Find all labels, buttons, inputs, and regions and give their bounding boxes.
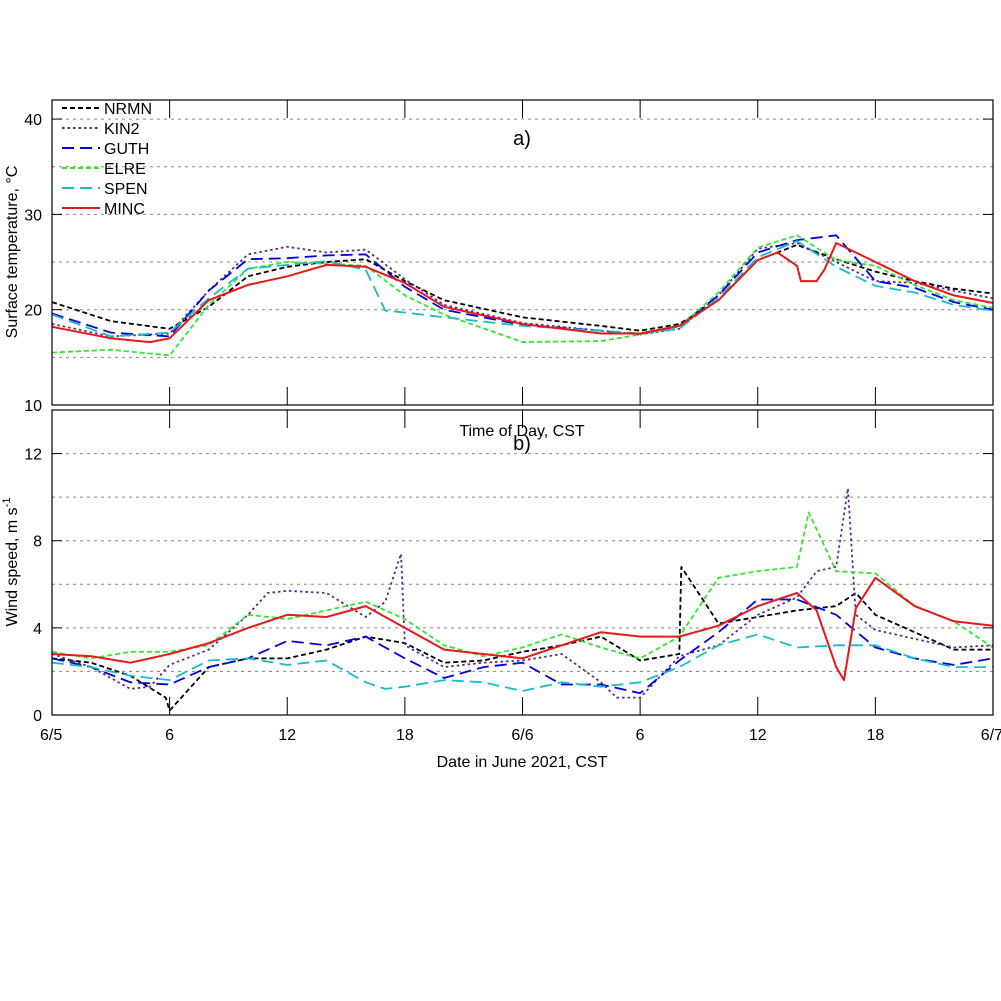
x-tick-label: 18 xyxy=(396,727,414,744)
series-line-spen xyxy=(51,240,994,338)
temperature-x-axis-label: Time of Day, CST xyxy=(459,423,585,440)
x-tick-label: 6/7 xyxy=(981,727,1001,744)
x-tick-label: 6/5 xyxy=(40,727,62,744)
legend-label-kin2: KIN2 xyxy=(104,121,140,138)
series-line-guth xyxy=(51,598,994,695)
x-tick-label: 12 xyxy=(749,727,767,744)
legend-label-nrmn: NRMN xyxy=(104,101,152,118)
y-tick-label: 4 xyxy=(33,621,42,638)
wind-panel-label: b) xyxy=(513,433,531,455)
temperature-series xyxy=(51,234,994,357)
x-tick-label: 18 xyxy=(866,727,884,744)
wind-series xyxy=(51,487,994,712)
y-tick-label: 30 xyxy=(24,207,42,224)
legend-label-elre: ELRE xyxy=(104,161,146,178)
series-line-spen xyxy=(51,633,993,692)
temperature-panel: 10 20 30 40 a) Time of Day, CST Surface tem… xyxy=(4,99,994,440)
wind-y-axis-label-text: Wind speed, m s xyxy=(4,507,21,626)
wind-y-axis-label: Wind speed, m s-1 xyxy=(1,498,21,627)
x-tick-label: 12 xyxy=(278,727,296,744)
legend-label-minc: MINC xyxy=(104,201,145,218)
series-line-minc xyxy=(51,242,994,344)
y-tick-label: 8 xyxy=(33,534,42,551)
y-tick-label: 0 xyxy=(33,708,42,725)
series-line-nrmn xyxy=(51,566,993,712)
x-tick-label: 6 xyxy=(165,727,174,744)
temperature-panel-label: a) xyxy=(513,128,531,150)
series-line-kin2 xyxy=(51,242,994,338)
wind-y-axis-label-superscript: -1 xyxy=(1,498,13,508)
series-line-elre xyxy=(51,234,994,357)
legend-label-guth: GUTH xyxy=(104,141,149,158)
y-tick-label: 10 xyxy=(24,398,42,415)
temperature-plot-frame xyxy=(51,99,994,406)
legend-label-spen: SPEN xyxy=(104,181,148,198)
temperature-y-axis-label: Surface temperature, °C xyxy=(4,166,21,339)
wind-gridlines xyxy=(52,453,993,672)
y-tick-label: 20 xyxy=(24,303,42,320)
series-line-nrmn xyxy=(51,243,994,332)
wind-ticks: 0 4 8 12 6/5 6 12 18 6/6 6 12 18 6/7 xyxy=(24,410,1001,744)
wind-x-axis-label: Date in June 2021, CST xyxy=(437,754,608,771)
wind-plot-frame xyxy=(51,409,994,716)
wind-panel: 0 4 8 12 6/5 6 12 18 6/6 6 12 18 6/7 b) Date in June… xyxy=(1,409,1001,771)
series-line-minc xyxy=(51,576,994,682)
x-tick-label: 6/6 xyxy=(511,727,533,744)
y-tick-label: 12 xyxy=(24,447,42,464)
legend: NRMN KIN2 GUTH ELRE SPEN MINC xyxy=(62,101,152,218)
x-tick-label: 6 xyxy=(636,727,645,744)
temperature-gridlines xyxy=(52,118,993,358)
y-tick-label: 40 xyxy=(24,112,42,129)
